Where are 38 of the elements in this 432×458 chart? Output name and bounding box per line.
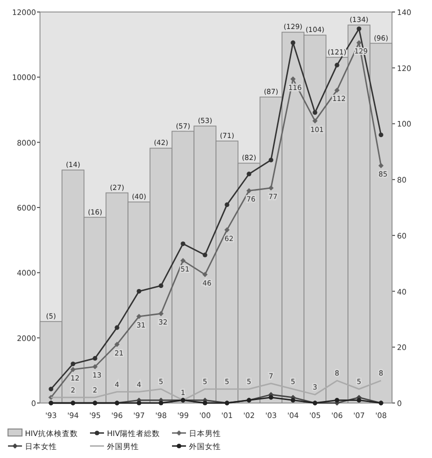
point [114, 342, 120, 347]
point [48, 386, 54, 392]
point [114, 325, 120, 330]
point [246, 172, 252, 176]
point [312, 110, 318, 115]
point [202, 252, 208, 258]
point [180, 242, 186, 246]
point [92, 356, 98, 361]
point [356, 398, 362, 403]
point [334, 398, 340, 403]
point [246, 188, 252, 194]
point [202, 272, 208, 278]
point [268, 395, 274, 400]
point [356, 40, 362, 46]
point [268, 158, 274, 162]
point [378, 163, 384, 168]
point [70, 366, 76, 372]
point [180, 258, 186, 264]
point [136, 288, 142, 294]
point [290, 76, 296, 82]
point [158, 400, 164, 406]
point [290, 40, 296, 46]
point [224, 202, 230, 208]
point [224, 227, 230, 232]
point [356, 26, 362, 32]
point [202, 400, 208, 406]
point [312, 118, 318, 124]
point [70, 362, 76, 366]
point [136, 314, 142, 320]
point [334, 88, 340, 93]
point [334, 62, 340, 68]
point [290, 398, 296, 403]
point [158, 311, 164, 316]
point [136, 400, 142, 406]
point [378, 132, 384, 138]
line-series [50, 380, 382, 401]
point [92, 364, 98, 370]
point [158, 283, 164, 288]
